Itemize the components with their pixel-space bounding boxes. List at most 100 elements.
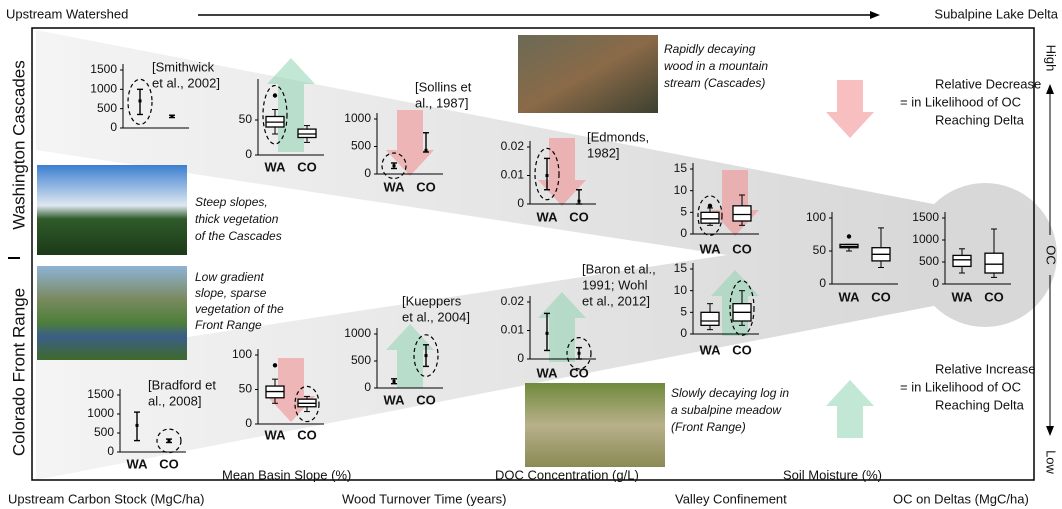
y-tick-label: 100	[232, 347, 252, 361]
photo-log	[525, 383, 665, 467]
caption: Slowly decaying log in	[671, 386, 789, 400]
y-tick-label: 0	[680, 226, 687, 240]
caption: Front Range	[195, 318, 262, 332]
header-right: Subalpine Lake Delta	[934, 6, 1058, 21]
x-tick-label: WA	[952, 289, 974, 304]
x-tick-label: CO	[159, 456, 179, 471]
x-tick-label: CO	[871, 289, 891, 304]
y-tick-label: 0	[517, 351, 524, 365]
y-tick-label: 500	[351, 353, 371, 367]
axis-title: Valley Confinement	[675, 491, 787, 506]
row-label: Washington Cascades	[9, 60, 28, 229]
y-tick-label: 100	[806, 210, 826, 224]
photo-front-range	[37, 266, 187, 360]
y-tick-label: 1000	[90, 82, 117, 96]
caption: a subalpine meadow	[671, 403, 782, 417]
photo-cascades	[37, 165, 187, 255]
y-tick-label: 10	[674, 183, 688, 197]
caption: slope, sparse	[195, 286, 267, 300]
x-tick-label: CO	[732, 241, 752, 256]
caption: Steep slopes,	[195, 195, 268, 209]
mean-marker	[393, 164, 396, 167]
y-tick-label: 500	[97, 101, 117, 115]
x-tick-label: CO	[984, 289, 1004, 304]
caption: (Front Range)	[671, 420, 746, 434]
figure: Upstream Watershed Subalpine Lake Delta …	[0, 0, 1062, 509]
x-tick-label: WA	[127, 456, 149, 471]
oc-low: Low	[1044, 450, 1059, 474]
y-tick-label: 0	[110, 120, 117, 134]
legend-text: Relative Decrease	[935, 76, 1041, 91]
y-tick-label: 0	[107, 444, 114, 458]
increase-arrow	[826, 380, 874, 438]
outlier	[273, 93, 277, 97]
y-tick-label: 0	[364, 166, 371, 180]
citation: 1982]	[587, 145, 620, 160]
oc-axis-arrowhead	[1046, 84, 1054, 94]
axis-title: OC on Deltas (MgC/ha)	[893, 491, 1029, 506]
oc-high: High	[1044, 45, 1059, 72]
caption: of the Cascades	[195, 229, 282, 243]
y-tick-label: 1000	[912, 232, 939, 246]
axis-title: DOC Concentration (g/L)	[495, 467, 639, 482]
y-tick-label: 5	[680, 205, 687, 219]
mean-marker	[168, 439, 171, 442]
mean-marker	[136, 424, 139, 427]
outlier	[847, 234, 851, 238]
axis-title: Upstream Carbon Stock (MgC/ha)	[8, 491, 205, 506]
caption: vegetation of the	[195, 302, 284, 316]
caption: thick vegetation	[195, 212, 279, 226]
y-tick-label: 1500	[87, 387, 114, 401]
x-tick-label: CO	[416, 392, 436, 407]
caption: Low gradient	[195, 270, 264, 284]
y-tick-label: 15	[674, 161, 688, 175]
citation: [Kueppers	[402, 293, 462, 308]
photo-wood	[518, 35, 658, 113]
caption: Rapidly decaying	[664, 42, 756, 56]
legend-text: Relative Increase	[935, 361, 1035, 376]
legend-text: Reaching Delta	[935, 397, 1025, 412]
x-tick-label: CO	[569, 209, 589, 224]
legend-text: Reaching Delta	[935, 112, 1025, 127]
header-arrowhead	[870, 11, 880, 19]
x-tick-label: WA	[537, 365, 559, 380]
mean-marker	[578, 200, 581, 203]
mean-marker	[139, 99, 142, 102]
outlier	[273, 363, 277, 367]
y-tick-label: 500	[351, 139, 371, 153]
x-tick-label: WA	[700, 241, 722, 256]
y-tick-label: 15	[674, 261, 688, 275]
y-tick-label: 50	[813, 243, 827, 257]
mean-marker	[171, 115, 174, 118]
y-tick-label: 0	[932, 276, 939, 290]
x-tick-label: WA	[537, 209, 559, 224]
citation: al., 2008]	[148, 393, 202, 408]
mean-marker	[546, 174, 549, 177]
axis-title: Soil Moisture (%)	[783, 467, 882, 482]
y-tick-label: 10	[674, 283, 688, 297]
citation: et al., 2002]	[152, 75, 220, 90]
box	[953, 255, 971, 266]
x-tick-label: WA	[265, 427, 287, 442]
y-tick-label: 50	[239, 112, 253, 126]
decrease-arrow	[826, 80, 874, 138]
y-tick-label: 500	[919, 254, 939, 268]
mean-marker	[393, 380, 396, 383]
y-tick-label: 0	[364, 380, 371, 394]
mean-marker	[578, 352, 581, 355]
box	[733, 206, 751, 221]
citation: [Bradford et	[148, 377, 216, 392]
x-tick-label: CO	[297, 427, 317, 442]
y-tick-label: 0	[819, 276, 826, 290]
y-tick-label: 1000	[344, 326, 371, 340]
citation: 1991; Wohl	[582, 277, 648, 292]
citation: al., 1987]	[415, 95, 469, 110]
y-tick-label: 5	[680, 305, 687, 319]
caption: stream (Cascades)	[664, 76, 765, 90]
x-tick-label: CO	[569, 365, 589, 380]
x-tick-label: WA	[700, 342, 722, 357]
axis-title: Mean Basin Slope (%)	[222, 467, 351, 482]
y-tick-label: 50	[239, 382, 253, 396]
y-tick-label: 0	[517, 196, 524, 210]
x-tick-label: CO	[297, 159, 317, 174]
